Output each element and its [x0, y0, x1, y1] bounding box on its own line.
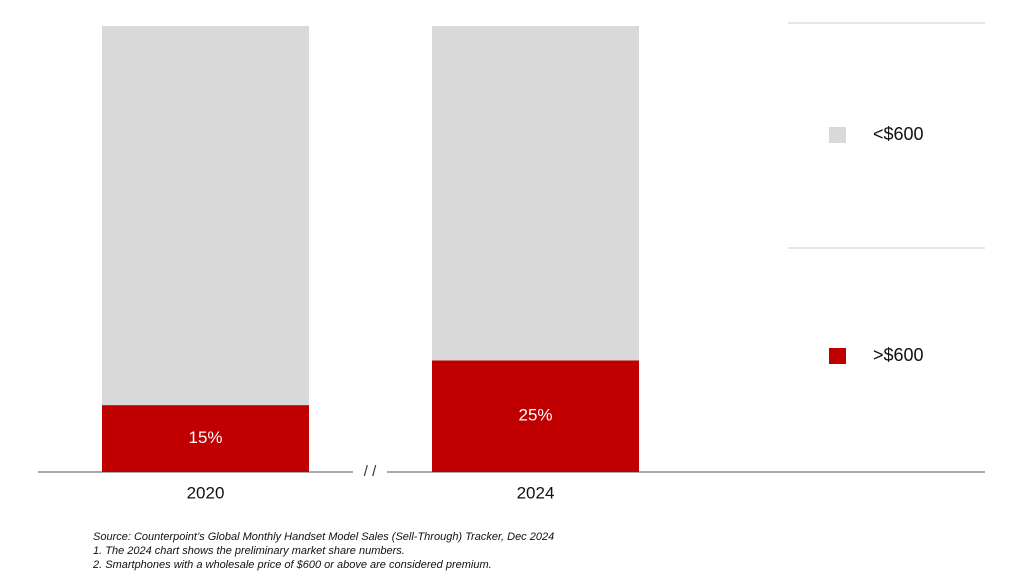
legend-label: >$600 — [873, 345, 924, 365]
axis-break: / / — [364, 463, 377, 480]
source-note: Source: Counterpoint’s Global Monthly Ha… — [93, 531, 554, 543]
legend-label: <$600 — [873, 124, 924, 144]
legend-swatch — [829, 348, 846, 364]
bar-segment — [432, 26, 639, 361]
footnote: 1. The 2024 chart shows the preliminary … — [93, 545, 405, 557]
data-label: 25% — [518, 406, 552, 425]
footnote: 2. Smartphones with a wholesale price of… — [92, 559, 492, 571]
bar-segment — [102, 26, 309, 406]
x-tick-label: 2024 — [517, 483, 555, 502]
legend-swatch — [829, 127, 846, 143]
bar-segment — [102, 405, 309, 472]
bar-segment — [432, 360, 639, 472]
x-tick-label: 2020 — [187, 483, 225, 502]
data-label: 15% — [188, 428, 222, 447]
